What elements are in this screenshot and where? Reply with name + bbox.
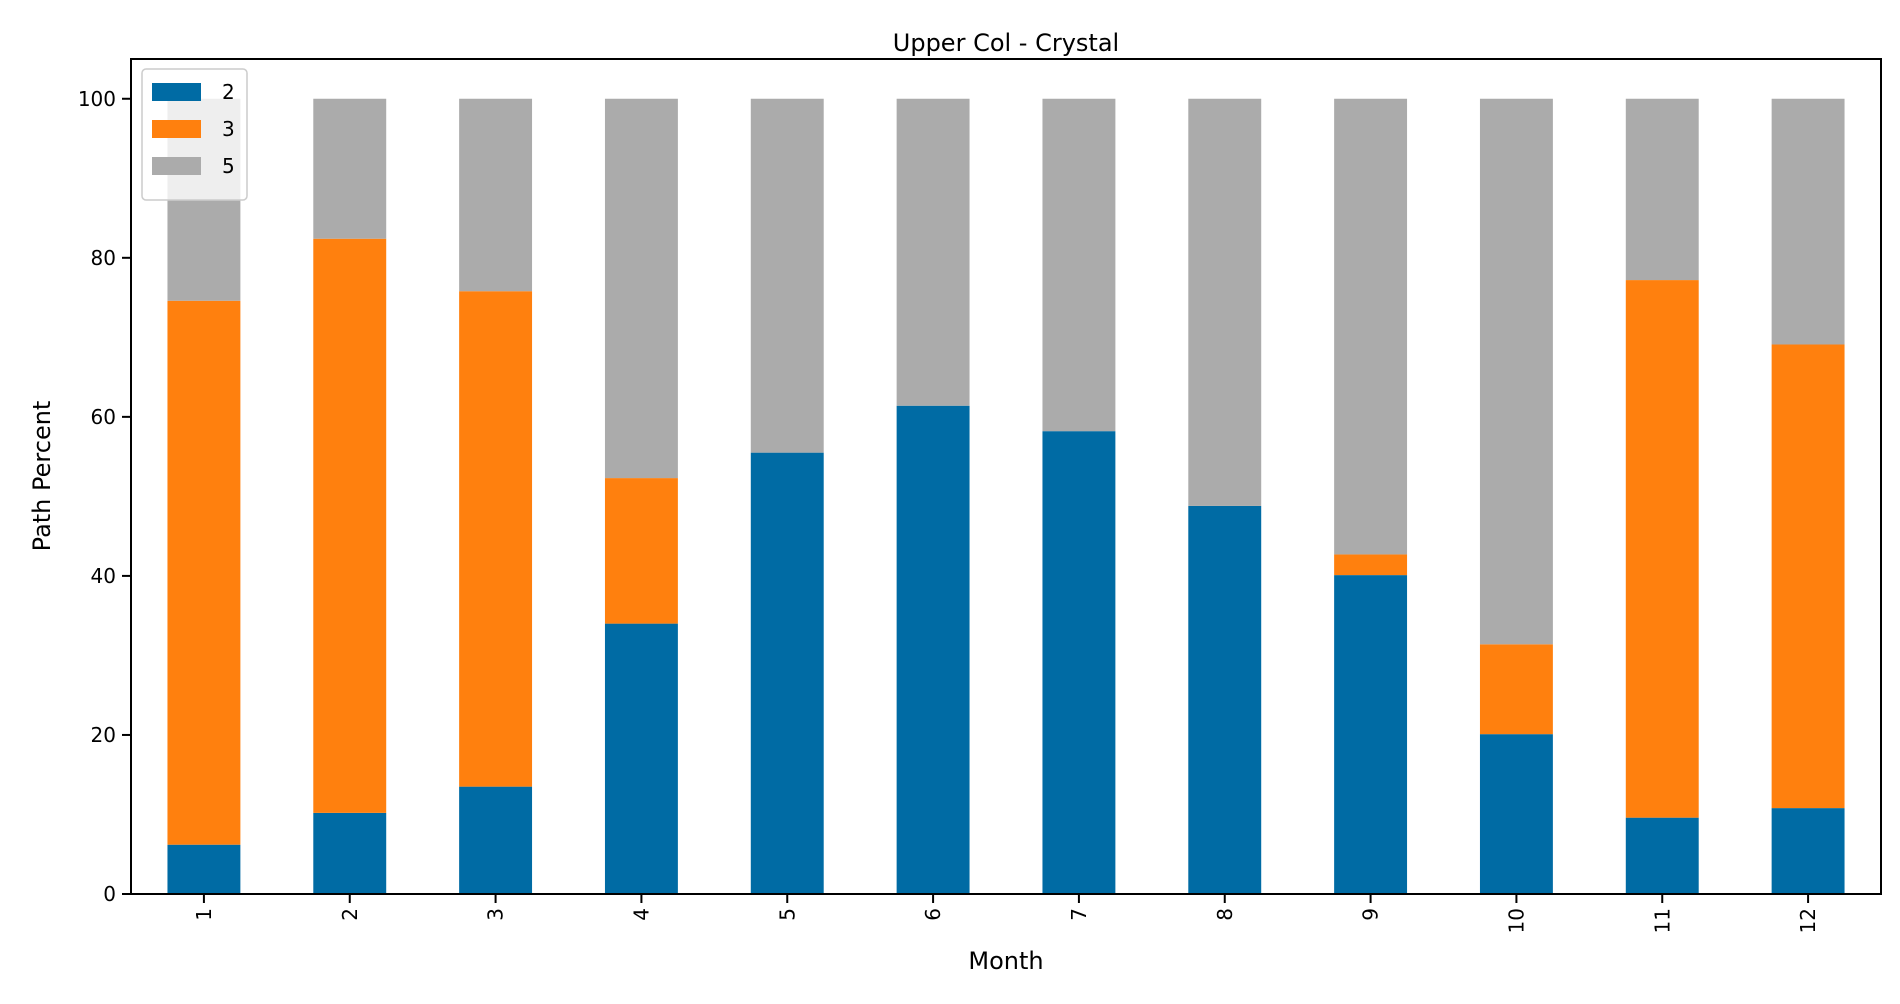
y-tick-label-80: 80 bbox=[91, 246, 116, 270]
bar-series-3-month-11 bbox=[1625, 280, 1699, 818]
bars-layer bbox=[167, 98, 1845, 894]
x-tick-label-11: 11 bbox=[1650, 908, 1674, 933]
legend: 2 3 5 bbox=[141, 68, 248, 201]
x-axis-title: Month bbox=[968, 947, 1043, 975]
y-tick-label-0: 0 bbox=[103, 882, 116, 906]
bar-series-5-month-10 bbox=[1479, 98, 1553, 645]
x-axis: 1 2 3 4 5 6 7 8 9 10 11 12 bbox=[192, 894, 1820, 933]
y-tick-label-20: 20 bbox=[91, 723, 116, 747]
x-tick-label-5: 5 bbox=[775, 908, 799, 921]
x-tick-label-2: 2 bbox=[338, 908, 362, 921]
bar-series-5-month-8 bbox=[1188, 98, 1262, 506]
bar-series-2-month-11 bbox=[1625, 817, 1699, 894]
legend-swatch-3 bbox=[152, 120, 201, 138]
x-tick-label-1: 1 bbox=[192, 908, 216, 921]
bar-series-2-month-8 bbox=[1188, 505, 1262, 894]
x-tick-label-3: 3 bbox=[484, 908, 508, 921]
y-axis-title: Path Percent bbox=[28, 401, 56, 552]
bar-series-3-month-4 bbox=[604, 478, 678, 624]
bar-series-5-month-7 bbox=[1042, 98, 1116, 432]
bar-series-5-month-9 bbox=[1334, 98, 1408, 555]
bar-series-5-month-3 bbox=[459, 98, 533, 292]
legend-label-5: 5 bbox=[222, 154, 235, 178]
bar-series-3-month-2 bbox=[313, 238, 387, 813]
y-tick-label-40: 40 bbox=[91, 564, 116, 588]
x-tick-label-6: 6 bbox=[921, 908, 945, 921]
y-tick-label-100: 100 bbox=[78, 87, 116, 111]
bar-series-3-month-1 bbox=[167, 300, 241, 845]
bar-series-2-month-10 bbox=[1479, 734, 1553, 894]
x-tick-label-9: 9 bbox=[1359, 908, 1383, 921]
bar-series-2-month-2 bbox=[313, 812, 387, 894]
bar-series-2-month-4 bbox=[604, 623, 678, 894]
plot-frame bbox=[130, 58, 1882, 895]
x-tick-label-10: 10 bbox=[1504, 908, 1528, 933]
bar-series-2-month-1 bbox=[167, 844, 241, 894]
bar-series-2-month-3 bbox=[459, 786, 533, 894]
x-tick-label-8: 8 bbox=[1213, 908, 1237, 921]
bar-series-5-month-4 bbox=[604, 98, 678, 479]
bar-series-3-month-10 bbox=[1479, 644, 1553, 735]
x-tick-label-4: 4 bbox=[629, 908, 653, 921]
bar-series-5-month-6 bbox=[896, 98, 970, 406]
bar-series-2-month-12 bbox=[1771, 808, 1845, 894]
bar-series-2-month-5 bbox=[750, 452, 824, 894]
x-tick-label-7: 7 bbox=[1067, 908, 1091, 921]
legend-swatch-5 bbox=[152, 157, 201, 175]
bar-series-3-month-9 bbox=[1334, 554, 1408, 576]
bar-series-3-month-12 bbox=[1771, 344, 1845, 809]
bar-series-2-month-6 bbox=[896, 405, 970, 894]
y-axis: 0 20 40 60 80 100 bbox=[78, 87, 131, 906]
bar-series-5-month-5 bbox=[750, 98, 824, 453]
bar-series-2-month-7 bbox=[1042, 431, 1116, 894]
legend-label-3: 3 bbox=[222, 117, 235, 141]
x-tick-label-12: 12 bbox=[1796, 908, 1820, 933]
legend-label-2: 2 bbox=[222, 80, 235, 104]
bar-series-5-month-2 bbox=[313, 98, 387, 239]
chart-title: Upper Col - Crystal bbox=[893, 29, 1119, 57]
bar-series-2-month-9 bbox=[1334, 575, 1408, 894]
bar-series-5-month-11 bbox=[1625, 98, 1699, 281]
y-tick-label-60: 60 bbox=[91, 405, 116, 429]
bar-series-3-month-3 bbox=[459, 291, 533, 787]
bar-series-5-month-12 bbox=[1771, 98, 1845, 345]
legend-swatch-2 bbox=[152, 83, 201, 101]
